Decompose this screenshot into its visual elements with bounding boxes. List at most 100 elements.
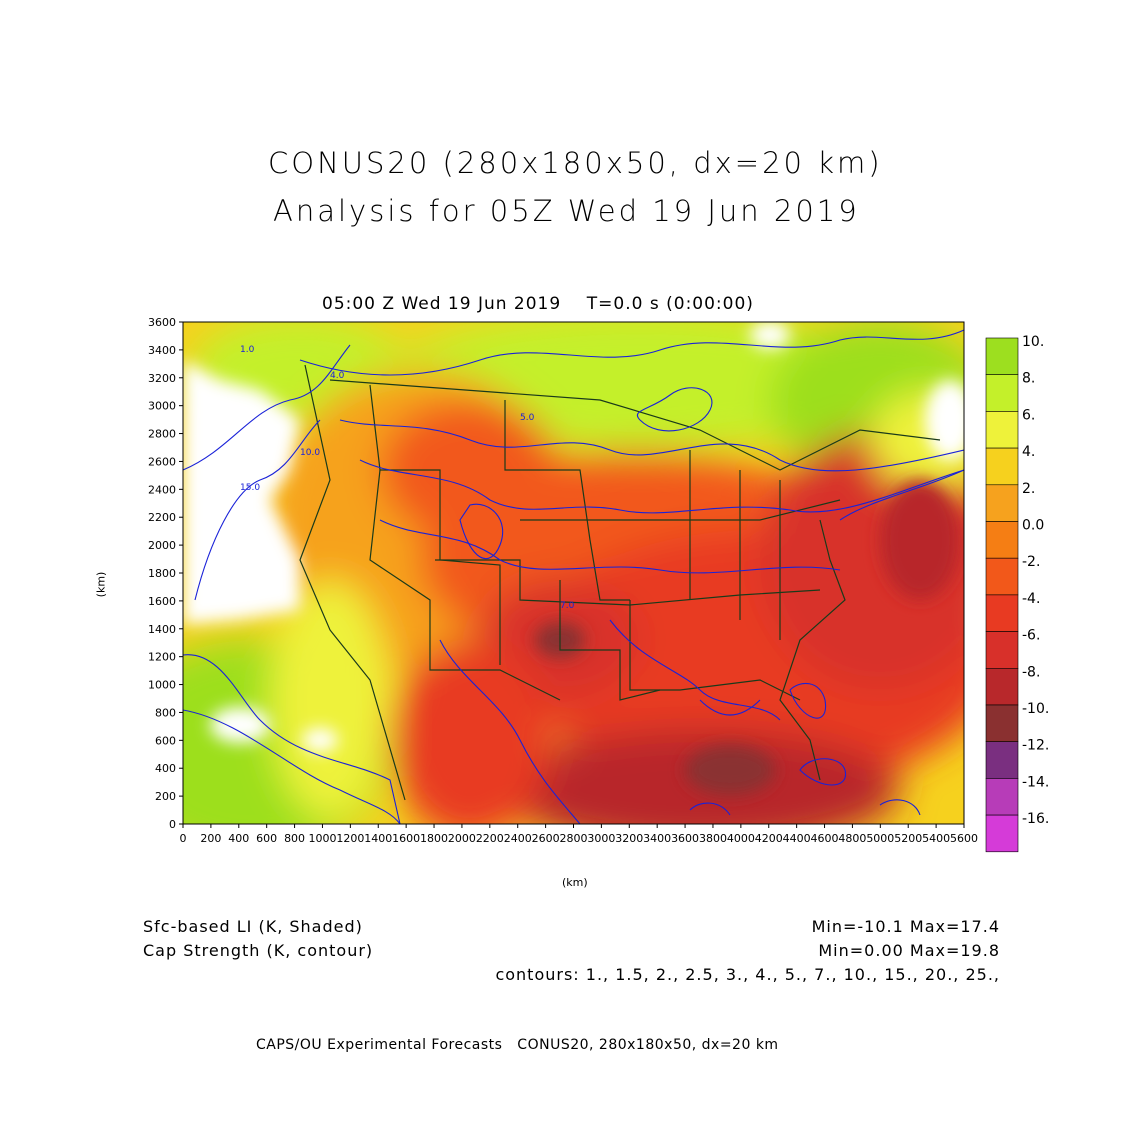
x-tick-label: 4400 <box>783 832 811 845</box>
x-tick-label: 0 <box>180 832 187 845</box>
x-tick-label: 1400 <box>364 832 392 845</box>
y-tick-label: 1200 <box>148 651 176 664</box>
contour-label: 1.0 <box>240 345 255 355</box>
shaded-field-label: Sfc-based LI (K, Shaded) <box>143 917 363 936</box>
x-tick-label: 800 <box>284 832 305 845</box>
colorbar-swatch <box>985 778 1019 816</box>
x-tick-label: 4000 <box>727 832 755 845</box>
y-tick-label: 1800 <box>148 567 176 580</box>
title-line-1: CONUS20 (280x180x50, dx=20 km) <box>268 146 883 180</box>
colorbar-label: 0.0 <box>1022 518 1044 534</box>
x-tick-label: 2600 <box>532 832 560 845</box>
y-tick-label: 3400 <box>148 344 176 357</box>
colorbar-label: -2. <box>1022 554 1040 570</box>
y-tick-label: 1400 <box>148 623 176 636</box>
y-tick-label: 2600 <box>148 455 176 468</box>
colorbar-label: -4. <box>1022 591 1040 607</box>
y-tick-label: 600 <box>155 734 176 747</box>
colorbar-label: -10. <box>1022 701 1049 717</box>
x-axis-label: (km) <box>562 876 588 889</box>
colorbar-swatch <box>985 631 1019 669</box>
x-tick-label: 5200 <box>894 832 922 845</box>
x-tick-label: 600 <box>256 832 277 845</box>
y-tick-label: 2200 <box>148 511 176 524</box>
colorbar-swatch <box>985 447 1019 486</box>
y-tick-label: 0 <box>169 818 176 831</box>
y-tick-label: 2800 <box>148 428 176 441</box>
cap-strength-contours <box>183 329 964 824</box>
y-tick-label: 3000 <box>148 400 176 413</box>
colorbar-swatch <box>985 741 1019 779</box>
y-tick-label: 2400 <box>148 483 176 496</box>
x-tick-label: 5000 <box>866 832 894 845</box>
x-tick-label: 4200 <box>755 832 783 845</box>
x-tick-label: 400 <box>228 832 249 845</box>
x-tick-label: 3800 <box>699 832 727 845</box>
plot-time-label: 05:00 Z Wed 19 Jun 2019 T=0.0 s (0:00:00… <box>322 294 754 314</box>
x-tick-label: 4600 <box>811 832 839 845</box>
contour-field-label: Cap Strength (K, contour) <box>143 941 374 960</box>
colorbar-label: 6. <box>1022 407 1035 423</box>
colorbar-label: 10. <box>1022 334 1044 350</box>
colorbar-label: -14. <box>1022 774 1049 790</box>
x-tick-label: 2400 <box>504 832 532 845</box>
x-tick-label: 4800 <box>838 832 866 845</box>
contour-label: 4.0 <box>330 371 345 381</box>
contour-label: 5.0 <box>520 413 535 423</box>
colorbar-swatch <box>985 484 1019 522</box>
colorbar-swatch <box>985 374 1019 412</box>
y-tick-label: 3200 <box>148 372 176 385</box>
colorbar-label: 4. <box>1022 444 1035 460</box>
x-tick-label: 1200 <box>336 832 364 845</box>
x-tick-label: 5600 <box>950 832 978 845</box>
title-line-2: Analysis for 05Z Wed 19 Jun 2019 <box>273 194 860 228</box>
colorbar: 10. 8. 6. 4. 2. 0.0 -2. -4. -6. -8. -10. -12. -14. -1… <box>985 334 1049 853</box>
x-tick-label: 5400 <box>922 832 950 845</box>
footer-credit: CAPS/OU Experimental Forecasts CONUS20, … <box>256 1037 779 1053</box>
contour-label: 10.0 <box>300 448 320 458</box>
x-tick-label: 3200 <box>615 832 643 845</box>
political-boundaries <box>299 364 941 801</box>
colorbar-label: -16. <box>1022 811 1049 827</box>
contour-label: 7.0 <box>560 601 575 611</box>
contour-label: 15.0 <box>240 483 260 493</box>
colorbar-label: 2. <box>1022 481 1035 497</box>
y-axis: 0 200 400 600 800 1000 1200 1400 1600 1800 2000 220… <box>148 316 183 831</box>
x-tick-label: 3600 <box>671 832 699 845</box>
colorbar-swatch <box>985 411 1019 449</box>
colorbar-swatch <box>985 594 1019 632</box>
colorbar-label: -6. <box>1022 628 1040 644</box>
x-tick-label: 2000 <box>448 832 476 845</box>
y-tick-label: 1600 <box>148 595 176 608</box>
x-tick-label: 3000 <box>587 832 615 845</box>
x-tick-label: 3400 <box>643 832 671 845</box>
colorbar-swatch <box>985 521 1019 559</box>
y-tick-label: 2000 <box>148 539 176 552</box>
colorbar-swatch <box>985 337 1019 376</box>
y-tick-label: 400 <box>155 762 176 775</box>
contour-levels: contours: 1., 1.5, 2., 2.5, 3., 4., 5., … <box>495 965 1000 984</box>
x-tick-label: 2200 <box>476 832 504 845</box>
colorbar-swatch <box>985 557 1019 596</box>
x-tick-label: 1600 <box>392 832 420 845</box>
colorbar-label: 8. <box>1022 371 1035 387</box>
y-tick-label: 1000 <box>148 679 176 692</box>
colorbar-swatch <box>985 814 1019 853</box>
shaded-field-minmax: Min=-10.1 Max=17.4 <box>811 917 1000 936</box>
x-axis: 0 200 400 600 800 1000 1200 1400 1600 1800 2000 220… <box>180 824 978 845</box>
contour-field-minmax: Min=0.00 Max=19.8 <box>818 941 1000 960</box>
y-tick-label: 3600 <box>148 316 176 329</box>
colorbar-label: -8. <box>1022 664 1040 680</box>
y-tick-label: 200 <box>155 790 176 803</box>
colorbar-swatch <box>985 667 1019 706</box>
x-tick-label: 1800 <box>420 832 448 845</box>
x-tick-label: 200 <box>200 832 221 845</box>
x-tick-label: 1000 <box>308 832 336 845</box>
x-tick-label: 2800 <box>560 832 588 845</box>
colorbar-swatch <box>985 704 1019 743</box>
y-axis-label: (km) <box>94 571 108 598</box>
colorbar-label: -12. <box>1022 738 1049 754</box>
shaded-field: 1.0 4.0 5.0 10.0 15.0 7.0 <box>183 322 964 824</box>
y-tick-label: 800 <box>155 706 176 719</box>
